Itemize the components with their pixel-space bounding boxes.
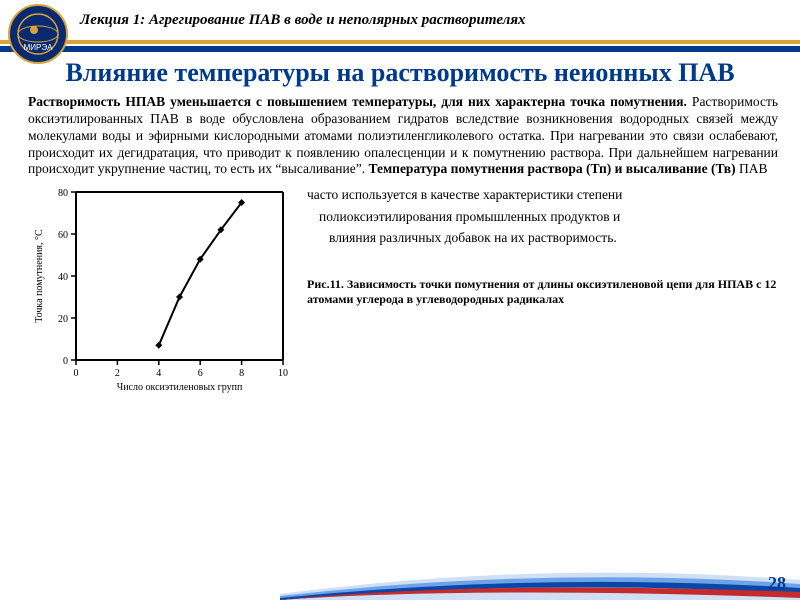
svg-text:Точка помутнения, °С: Точка помутнения, °С — [34, 229, 45, 323]
svg-text:20: 20 — [58, 314, 68, 325]
body-p2a: ПАВ — [736, 161, 768, 176]
body-p2c: полиоксиэтилирования промышленных продук… — [307, 206, 778, 228]
body-p2d: влияния различных добавок на их раствори… — [307, 227, 778, 249]
svg-text:0: 0 — [63, 356, 68, 367]
svg-text:Число оксиэтиленовых групп: Число оксиэтиленовых групп — [117, 382, 243, 393]
page-number: 28 — [768, 573, 786, 594]
svg-text:40: 40 — [58, 272, 68, 283]
body-paragraph: Растворимость НПАВ уменьшается с повышен… — [0, 94, 800, 178]
cloud-point-chart: 0 20 40 60 80 0 2 4 6 8 10 Число оксиэтиленовых гру… — [28, 184, 293, 399]
figure-caption: Рис.11. Зависимость точки помутнения от … — [307, 277, 778, 307]
university-logo: МИРЭА — [8, 4, 68, 64]
lead-sentence: Растворимость НПАВ уменьшается с повышен… — [28, 94, 687, 109]
svg-text:6: 6 — [198, 368, 203, 379]
body-p2b: часто используется в качестве характерис… — [307, 184, 778, 206]
accent-divider — [0, 40, 800, 44]
page-title: Влияние температуры на растворимость неи… — [0, 52, 800, 94]
footer-stripes — [280, 552, 800, 600]
body-continuation: часто используется в качестве характерис… — [307, 184, 778, 399]
header-bar: Лекция 1: Агрегирование ПАВ в воде и неп… — [0, 0, 800, 40]
svg-text:0: 0 — [74, 368, 79, 379]
svg-text:4: 4 — [156, 368, 161, 379]
body-bold2: Температура помутнения раствора (Тп) и в… — [368, 161, 735, 176]
svg-text:60: 60 — [58, 230, 68, 241]
svg-text:8: 8 — [239, 368, 244, 379]
lecture-label: Лекция 1: Агрегирование ПАВ в воде и неп… — [80, 12, 526, 29]
svg-text:МИРЭА: МИРЭА — [24, 43, 54, 52]
svg-text:80: 80 — [58, 188, 68, 199]
svg-text:10: 10 — [278, 368, 288, 379]
svg-text:2: 2 — [115, 368, 120, 379]
